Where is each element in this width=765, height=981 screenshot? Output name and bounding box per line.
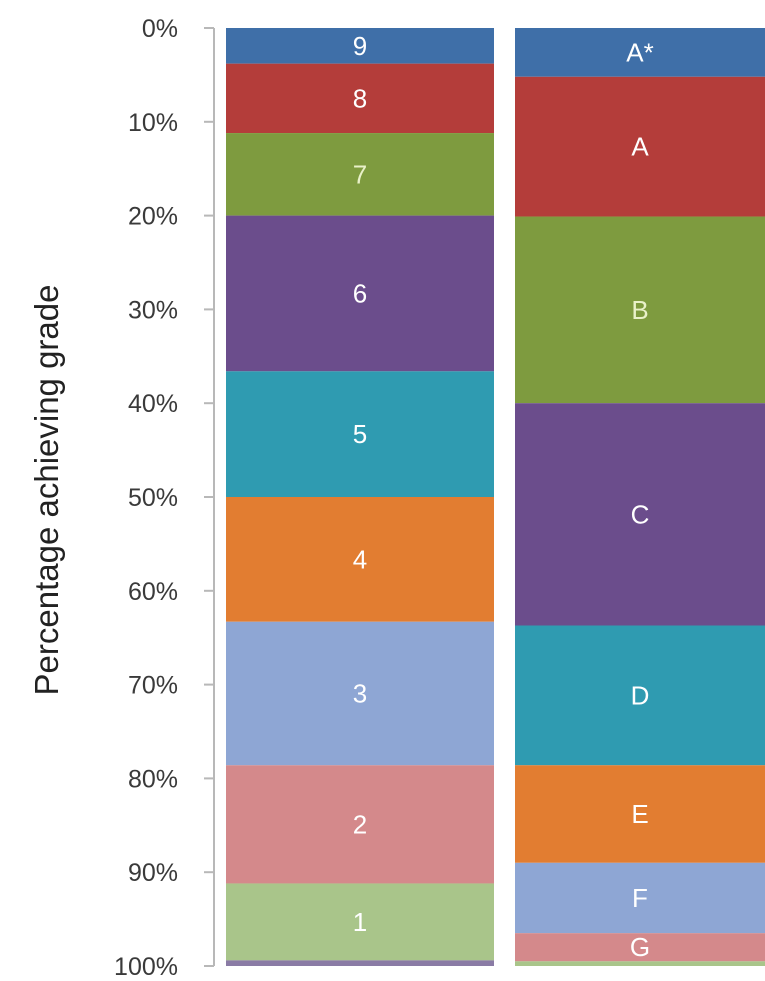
- bar-segment-1-4: [226, 215, 494, 372]
- bar-segment-1-1: [226, 28, 494, 64]
- segment-label: A*: [626, 37, 653, 67]
- bar-segment-2-5: [515, 625, 765, 766]
- bar-segment-1-6: [226, 497, 494, 622]
- bar-segment-2-4: [515, 403, 765, 626]
- y-tick-label: 50%: [128, 484, 178, 512]
- segment-label: F: [632, 883, 648, 913]
- y-axis-label: Percentage achieving grade: [28, 285, 65, 696]
- y-tick-label: 60%: [128, 578, 178, 606]
- segment-label: 2: [353, 809, 367, 839]
- bar-segment-2-1: [515, 28, 765, 77]
- segment-label: 7: [353, 159, 367, 189]
- bar-segment-1-8: [226, 765, 494, 884]
- bar-segment-2-2: [515, 76, 765, 217]
- y-tick-label: 20%: [128, 203, 178, 231]
- stacked-bars: 9 8 7 6 5 4 3 2 1 A* A B C D E FG: [226, 28, 765, 966]
- y-axis-ticks: 0% 10% 20% 30% 40% 50% 60% 70% 80% 90% 100%: [114, 15, 214, 981]
- y-tick-label: 90%: [128, 859, 178, 887]
- segment-label: 9: [353, 31, 367, 61]
- segment-label: 5: [353, 419, 367, 449]
- y-tick-label: 100%: [114, 953, 178, 981]
- y-tick-label: 30%: [128, 296, 178, 324]
- bar-segment-2-9: [515, 961, 765, 966]
- bar-segment-2-6: [515, 765, 765, 863]
- bar-segment-1-5: [226, 371, 494, 497]
- segment-label: 3: [353, 679, 367, 709]
- bar-segment-1-10: [226, 960, 494, 966]
- bar-segment-2-8: [515, 933, 765, 962]
- y-tick-label: 0%: [142, 15, 178, 43]
- segment-label: B: [631, 295, 648, 325]
- segment-label: 8: [353, 83, 367, 113]
- segment-label: G: [630, 932, 650, 962]
- bar-segment-2-3: [515, 216, 765, 404]
- y-tick-label: 40%: [128, 390, 178, 418]
- segment-label: C: [631, 499, 650, 529]
- segment-label: E: [631, 799, 648, 829]
- segment-label: 4: [353, 544, 367, 574]
- y-tick-label: 70%: [128, 672, 178, 700]
- y-tick-label: 10%: [128, 109, 178, 137]
- segment-label: A: [631, 132, 649, 162]
- bar-segment-2-7: [515, 862, 765, 934]
- bar-segment-1-9: [226, 883, 494, 961]
- bar-segment-1-7: [226, 621, 494, 766]
- segment-label: 1: [353, 907, 367, 937]
- segment-label: 6: [353, 278, 367, 308]
- bar-segment-1-3: [226, 133, 494, 216]
- segment-label: D: [631, 680, 650, 710]
- bar-segment-1-2: [226, 63, 494, 134]
- y-tick-label: 80%: [128, 765, 178, 793]
